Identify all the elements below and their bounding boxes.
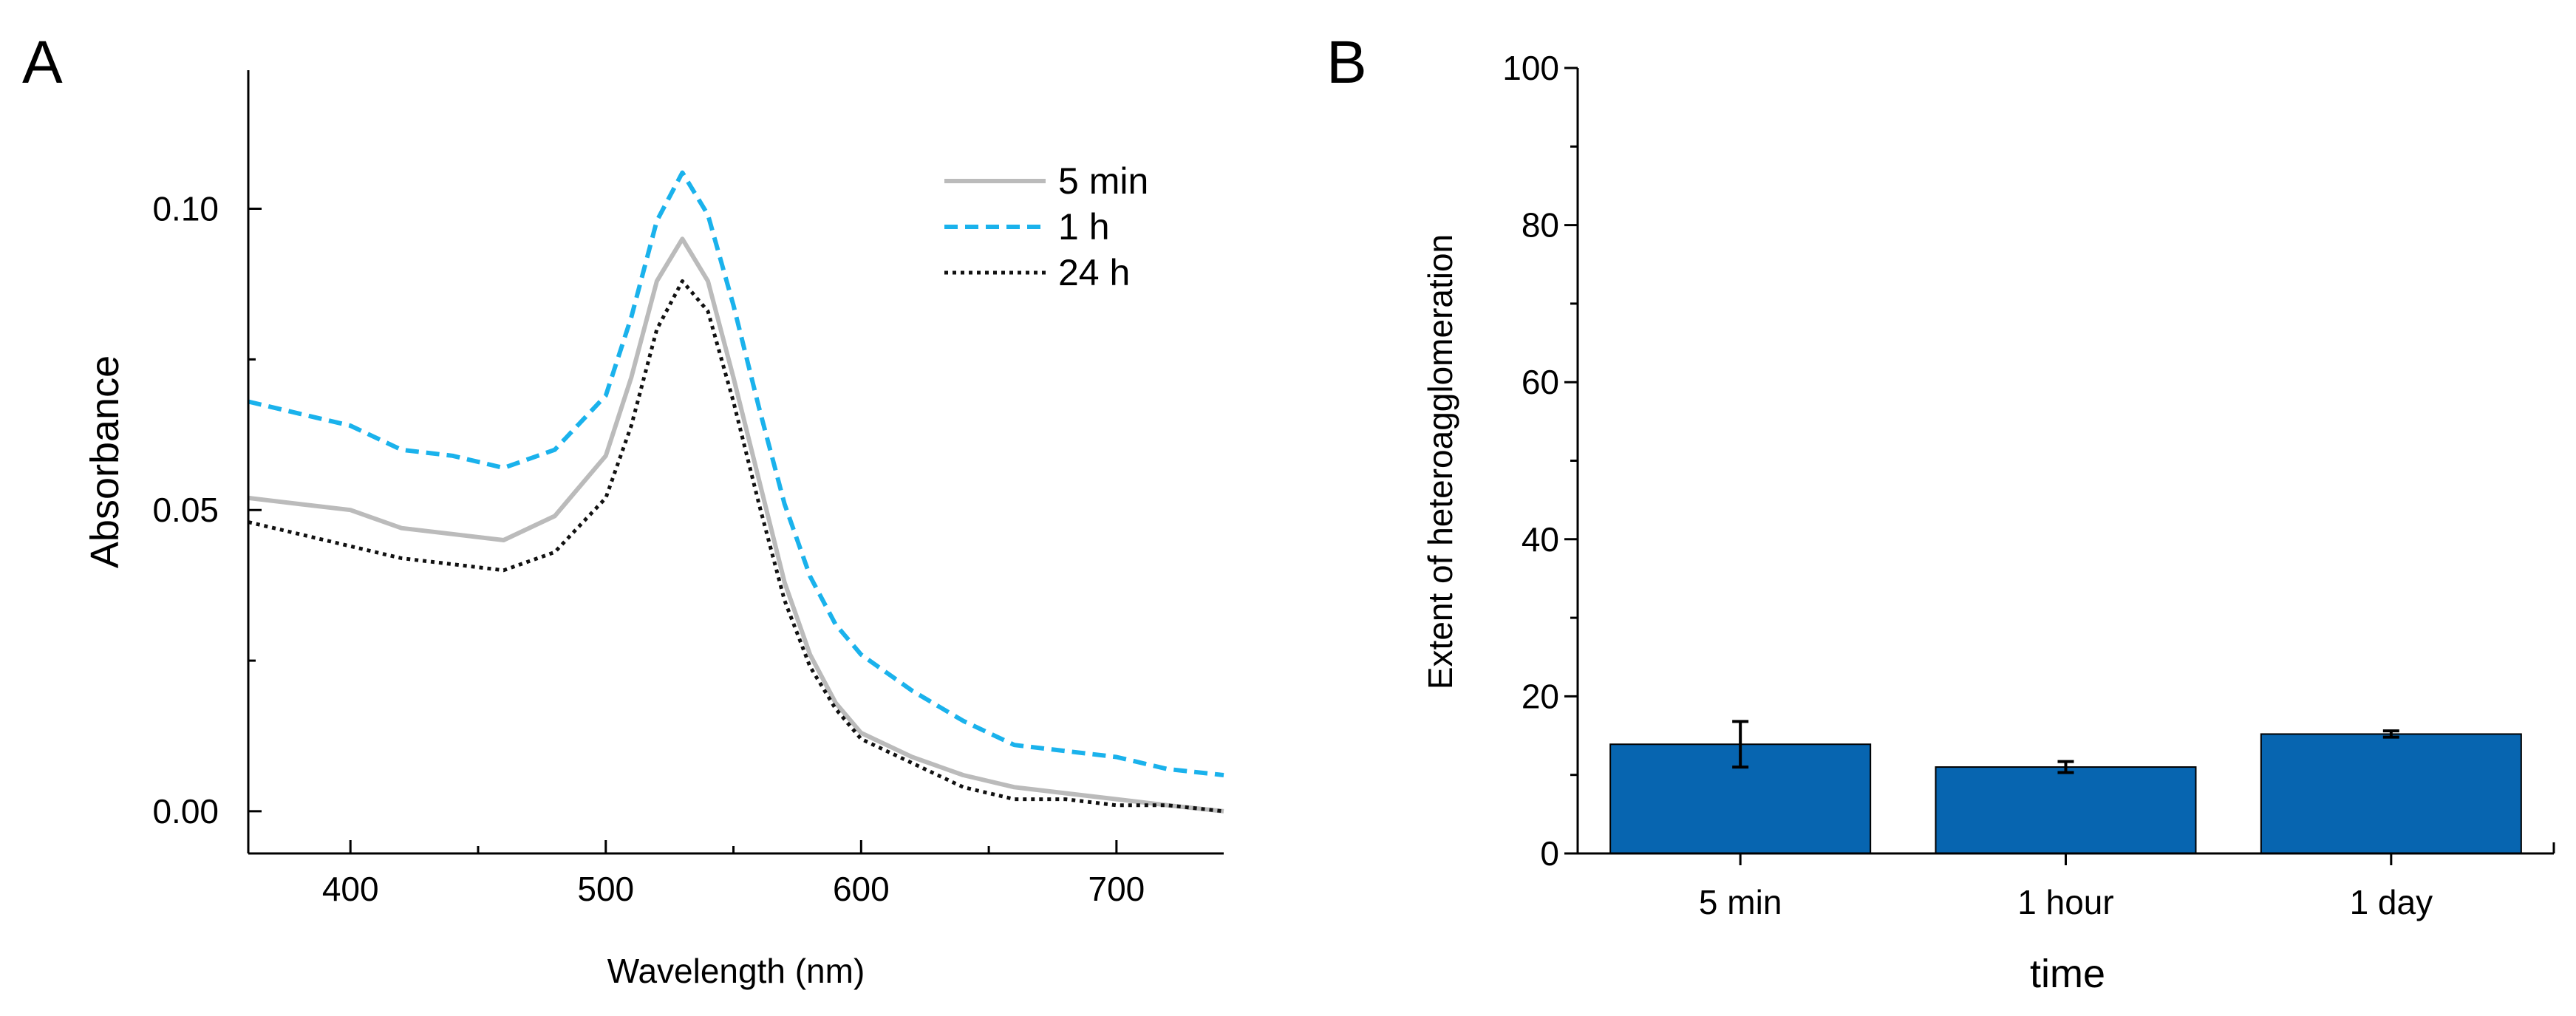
panel-a-label: A (22, 29, 63, 96)
y-tick-label: 80 (1522, 206, 1559, 245)
series-line-3 (248, 279, 1224, 814)
panel-a-ticks: 400 500 600 700 0.00 0.05 0.10 (152, 190, 1145, 908)
panel-b-y-axis-title: Extent of heteroagglomeration (1421, 234, 1459, 689)
bar (1935, 766, 2197, 854)
y-tick-label: 0 (1540, 834, 1559, 873)
y-tick-label: 60 (1522, 363, 1559, 401)
legend-label-3: 24 h (1058, 252, 1130, 293)
y-tick-label: 0.00 (152, 792, 219, 831)
panel-a-x-axis-title: Wavelength (nm) (607, 952, 865, 990)
panel-b-bars: 5 min 1 hour 1 day (1609, 720, 2522, 921)
series-line-1 (248, 236, 1224, 814)
y-tick-label: 40 (1522, 520, 1559, 559)
panel-b-x-axis-title: time (2030, 952, 2105, 996)
x-tick-label: 700 (1088, 870, 1145, 908)
y-tick-label: 0.05 (152, 491, 219, 529)
panel-b: B 5 min 1 hour 1 day 0 20 40 60 80 100 time Ext… (1326, 29, 2555, 996)
bar (2260, 733, 2522, 855)
x-tick-label: 400 (322, 870, 379, 908)
x-tick-label: 1 day (2350, 883, 2433, 921)
y-tick-label: 100 (1502, 49, 1559, 87)
panel-a-y-axis-title: Absorbance (83, 355, 127, 568)
legend-label-2: 1 h (1058, 206, 1110, 248)
x-tick-label: 600 (833, 870, 890, 908)
panel-a-series (248, 170, 1224, 814)
series-line-2 (248, 170, 1224, 777)
panel-b-label: B (1326, 29, 1367, 96)
x-tick-label: 5 min (1699, 883, 1782, 921)
x-tick-label: 500 (577, 870, 634, 908)
y-tick-label: 0.10 (152, 190, 219, 228)
legend-label-1: 5 min (1058, 160, 1148, 202)
x-tick-label: 1 hour (2017, 883, 2113, 921)
y-tick-label: 20 (1522, 677, 1559, 715)
panel-b-ticks: 0 20 40 60 80 100 (1502, 49, 1578, 873)
